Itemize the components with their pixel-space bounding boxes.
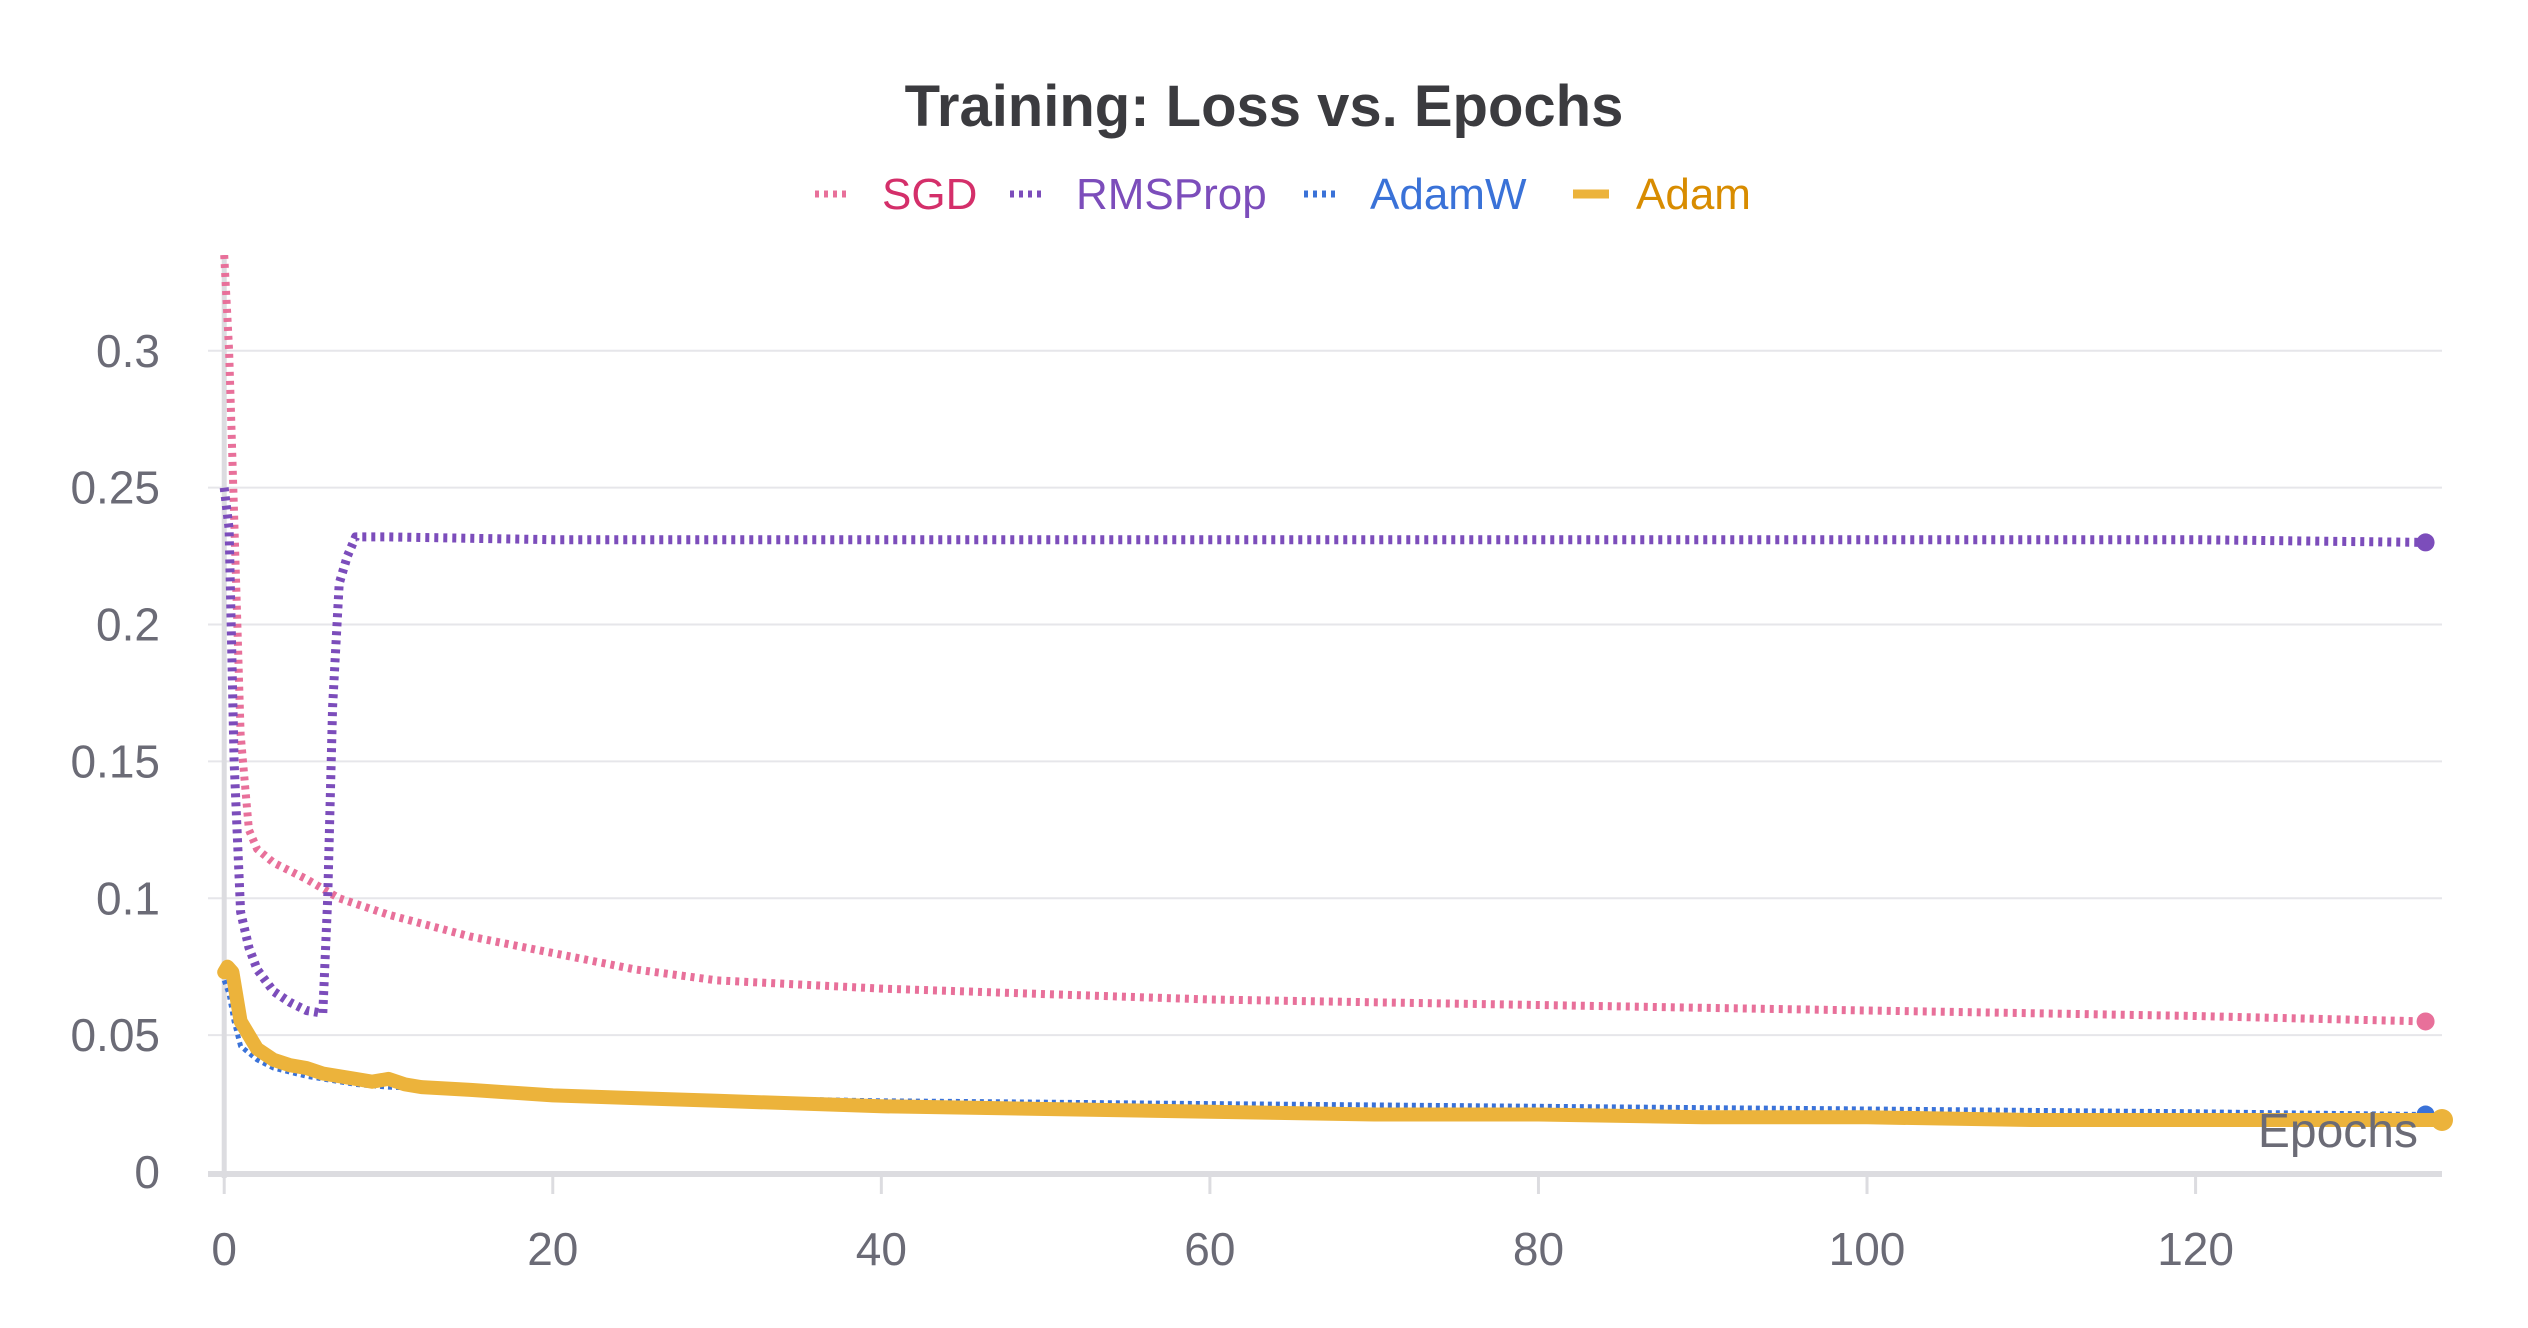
y-tick-label: 0.15: [70, 735, 160, 787]
series-end-point-rmsprop: [2416, 533, 2435, 552]
y-tick-label: 0.05: [70, 1009, 160, 1061]
x-tick-label: 40: [856, 1223, 907, 1275]
y-tick-label: 0: [134, 1146, 160, 1198]
series-line-adam: [217, 959, 2449, 1127]
x-tick-label: 0: [211, 1223, 237, 1275]
y-tick-label: 0.1: [96, 872, 160, 924]
legend: SGD RMSProp AdamW Adam: [815, 170, 1751, 219]
series-lines: [217, 255, 2453, 1131]
grid-lines: [208, 349, 2442, 1037]
x-axis-title: Epochs: [2258, 1105, 2418, 1158]
y-tick-label: 0.3: [96, 325, 160, 377]
x-tick-label: 60: [1184, 1223, 1235, 1275]
series-line-sgd: [220, 255, 2426, 1026]
x-tick-label: 120: [2157, 1223, 2234, 1275]
x-axis-ticks: 0 20 40 60 80 100 120: [211, 1172, 2234, 1275]
axes: [208, 255, 2442, 1178]
y-tick-label: 0.25: [70, 462, 160, 514]
legend-label-sgd: SGD: [882, 170, 977, 219]
series-end-point-sgd: [2416, 1012, 2435, 1031]
legend-label-rmsprop: RMSProp: [1076, 170, 1267, 219]
legend-label-adam: Adam: [1636, 170, 1751, 219]
y-tick-label: 0.2: [96, 599, 160, 651]
x-tick-label: 20: [527, 1223, 578, 1275]
legend-label-adamw: AdamW: [1370, 170, 1527, 219]
series-line-rmsprop: [219, 487, 2426, 1018]
chart-title: Training: Loss vs. Epochs: [905, 74, 1624, 139]
x-tick-label: 100: [1829, 1223, 1906, 1275]
series-end-point-adam: [2431, 1108, 2453, 1131]
y-axis-ticks: 0 0.05 0.1 0.15 0.2 0.25 0.3: [70, 325, 160, 1198]
x-tick-label: 80: [1513, 1223, 1564, 1275]
